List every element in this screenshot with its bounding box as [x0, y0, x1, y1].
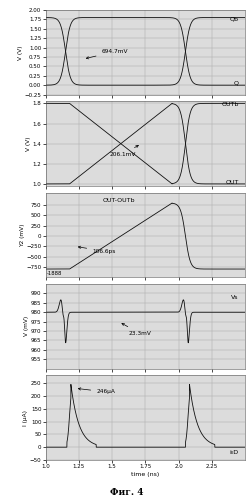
Text: 206.1mV: 206.1mV: [109, 146, 138, 156]
Text: 694.7mV: 694.7mV: [86, 49, 128, 59]
Text: -1888: -1888: [46, 270, 62, 276]
Text: OUT-OUTb: OUT-OUTb: [102, 198, 135, 203]
Text: Фиг. 4: Фиг. 4: [109, 488, 143, 497]
X-axis label: time (ns): time (ns): [131, 472, 159, 477]
Text: OUTb: OUTb: [220, 102, 238, 107]
Y-axis label: V (V): V (V): [26, 136, 31, 151]
Text: Q: Q: [233, 81, 238, 86]
Y-axis label: V (V): V (V): [18, 45, 23, 60]
Text: 246μA: 246μA: [78, 388, 115, 394]
Text: 106.6ps: 106.6ps: [78, 246, 115, 254]
Text: Vs: Vs: [230, 294, 238, 300]
Y-axis label: V (mV): V (mV): [24, 316, 29, 336]
Y-axis label: I (μA): I (μA): [23, 410, 28, 426]
Y-axis label: Y2 (mV): Y2 (mV): [20, 223, 25, 246]
Text: i₀D: i₀D: [229, 450, 238, 455]
Text: OUT: OUT: [225, 180, 238, 186]
Text: Qb: Qb: [229, 17, 238, 22]
Text: 23.3mV: 23.3mV: [121, 324, 150, 336]
